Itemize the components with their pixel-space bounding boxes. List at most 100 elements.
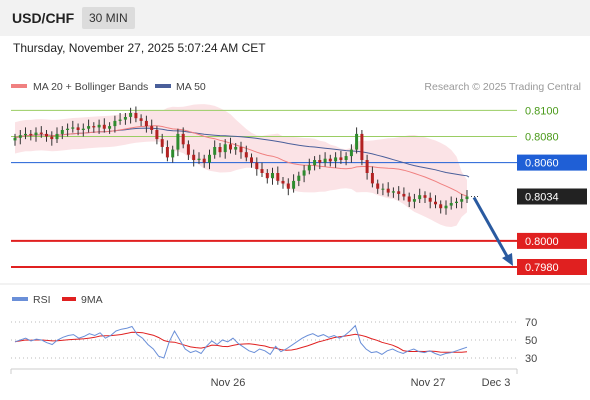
candle-body — [271, 173, 274, 179]
candle-body — [34, 132, 38, 136]
candle-body — [349, 149, 353, 157]
candle-body — [113, 120, 117, 127]
candle-body — [318, 160, 322, 163]
candle-body — [66, 128, 70, 130]
candle-body — [355, 133, 359, 150]
candle-body — [139, 118, 143, 121]
candle-body — [176, 133, 180, 150]
candle-body — [18, 135, 22, 138]
candle-body — [55, 133, 59, 140]
candle-body — [165, 147, 169, 158]
candle-body — [218, 147, 222, 153]
level-label: 0.8000 — [525, 236, 559, 248]
candle-body — [334, 157, 338, 162]
candles — [13, 106, 469, 215]
level-label: 0.8060 — [525, 158, 559, 170]
candle-body — [102, 124, 106, 129]
candle-body — [171, 149, 175, 158]
candle-body — [87, 126, 91, 129]
level-labels: 0.8100 0.8080 0.8060 0.8034 0.8000 0.7980 — [517, 105, 587, 275]
candle-body — [229, 144, 232, 150]
timeframe-button[interactable]: 30 MIN — [82, 7, 135, 29]
candle-body — [292, 180, 296, 189]
ma50-legend-label: MA 50 — [176, 81, 206, 93]
candle-body — [71, 127, 75, 129]
candle-body — [434, 201, 437, 205]
candle-body — [186, 144, 190, 155]
candle-body — [155, 130, 159, 140]
candle-body — [92, 126, 96, 128]
candle-body — [192, 154, 196, 160]
symbol-title: USD/CHF — [12, 10, 75, 26]
candle-body — [444, 205, 448, 209]
candle-body — [460, 199, 464, 202]
bollinger-band — [15, 104, 467, 227]
forecast-arrow-shaft — [472, 196, 510, 259]
header-bar: USD/CHF 30 MIN — [0, 0, 590, 36]
x-tick-label: Nov 26 — [211, 377, 246, 389]
candle-body — [307, 165, 311, 171]
candle-body — [344, 156, 348, 160]
candle-body — [397, 191, 401, 194]
candle-body — [181, 133, 185, 145]
candle-body — [223, 144, 227, 153]
candle-body — [76, 127, 80, 130]
level-label-box — [517, 188, 587, 205]
rsi-ma-legend-label: 9MA — [81, 294, 103, 306]
rsi-line — [14, 324, 468, 359]
candle-body — [213, 147, 217, 155]
candle-body — [407, 196, 411, 202]
candle-body — [386, 188, 390, 193]
candle-body — [339, 157, 343, 160]
candle-body — [455, 201, 458, 203]
candle-body — [255, 162, 259, 170]
candle-body — [134, 113, 138, 119]
forecast-arrow — [472, 196, 513, 266]
copyright-text: Research © 2025 Trading Central — [424, 81, 581, 93]
candle-body — [202, 158, 206, 163]
candle-body — [360, 133, 364, 160]
candle-body — [108, 126, 112, 129]
candle-body — [297, 175, 301, 181]
candle-body — [402, 193, 406, 197]
price-levels — [11, 109, 517, 268]
candle-body — [313, 160, 317, 166]
candle-body — [129, 113, 133, 117]
x-tick-label: Dec 3 — [482, 377, 511, 389]
candle-body — [239, 147, 243, 153]
rsi-tick-label: 70 — [525, 317, 537, 329]
candle-body — [423, 195, 427, 198]
forecast-arrow-head — [502, 253, 513, 266]
candle-body — [302, 170, 306, 176]
candle-body — [50, 136, 54, 140]
rsi-tick-label: 50 — [525, 335, 537, 347]
candle-body — [13, 137, 17, 141]
candle-body — [123, 117, 127, 120]
ma20-legend-label: MA 20 + Bollinger Bands — [33, 81, 148, 93]
candle-body — [365, 160, 369, 173]
candle-body — [412, 199, 416, 202]
candle-body — [428, 197, 432, 202]
candle-body — [276, 173, 280, 181]
candle-body — [24, 133, 27, 136]
candle-body — [208, 154, 211, 163]
candle-body — [144, 120, 148, 127]
rsi-tick-label: 30 — [525, 353, 537, 365]
candle-body — [260, 169, 264, 173]
candle-body — [449, 203, 453, 206]
rsi-lines — [14, 324, 468, 359]
candle-body — [265, 173, 269, 179]
level-label: 0.8034 — [525, 192, 559, 204]
level-label: 0.8080 — [525, 132, 559, 144]
candle-body — [197, 158, 201, 160]
level-label: 0.7980 — [525, 262, 559, 274]
chart-datetime: Thursday, November 27, 2025 5:07:24 AM C… — [13, 41, 266, 55]
candle-body — [150, 126, 154, 130]
candle-body — [323, 158, 327, 163]
candle-body — [439, 204, 443, 209]
rsi-ma-line — [14, 331, 468, 353]
bollinger-area — [15, 104, 467, 227]
candle-body — [244, 152, 248, 158]
candle-body — [29, 133, 33, 136]
